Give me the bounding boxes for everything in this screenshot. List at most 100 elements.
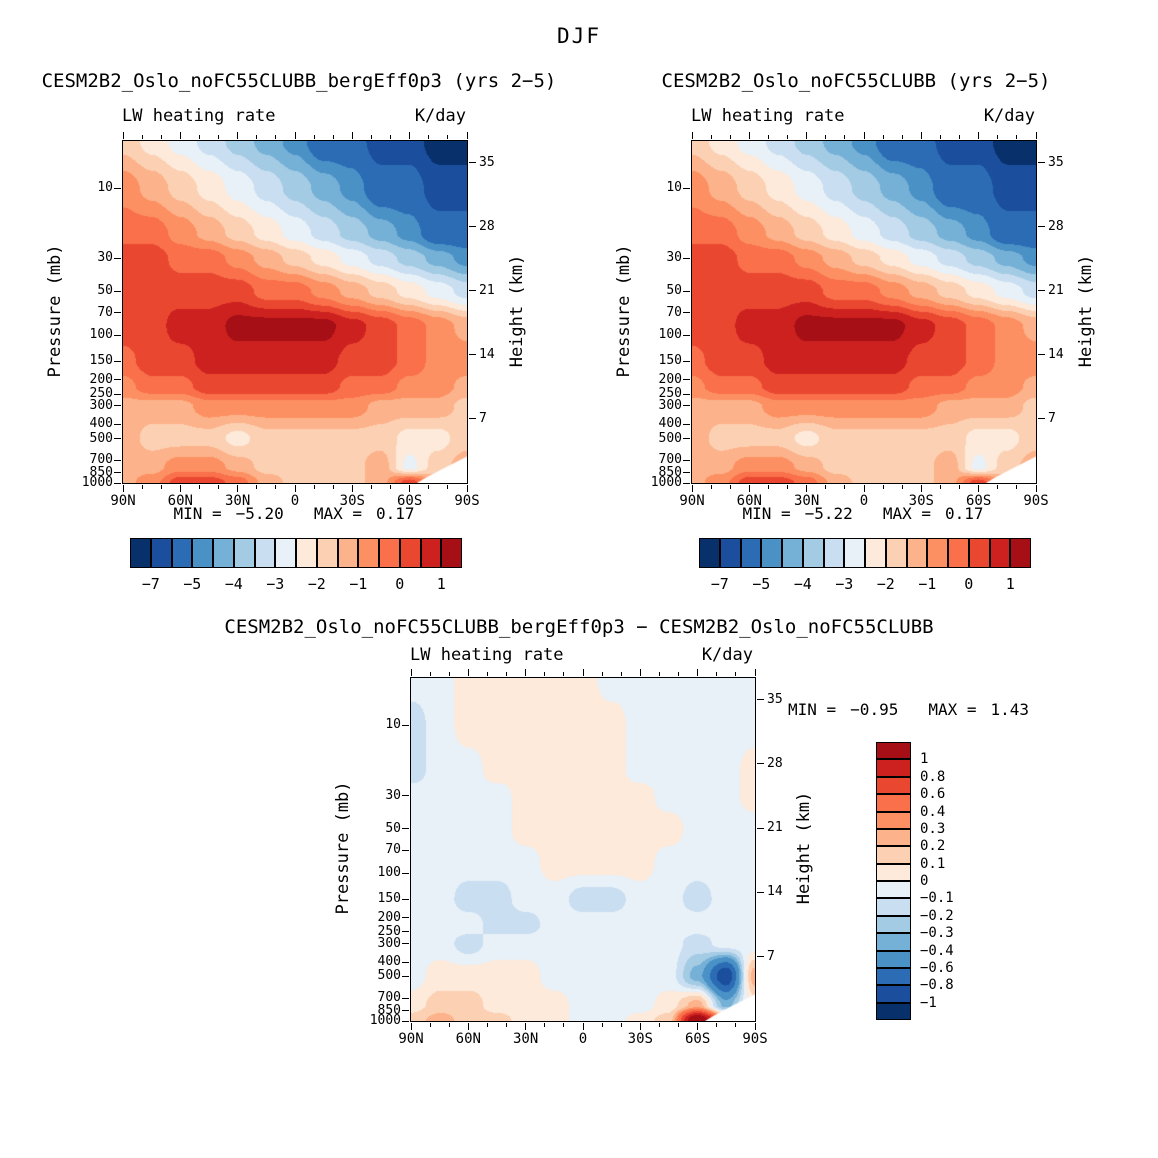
colorbar-tick-label: −1 xyxy=(349,575,368,593)
colorbar-box xyxy=(876,846,911,864)
colorbar-box xyxy=(876,863,911,881)
height-tick-label: 14 xyxy=(767,884,783,900)
pressure-tick-label: 100 xyxy=(89,327,113,343)
axis-tick xyxy=(294,132,296,139)
axis-tick xyxy=(402,975,409,977)
pressure-tick-label: 50 xyxy=(97,283,113,299)
panel-right-title: CESM2B2_Oslo_noFC55CLUBB (yrs 2−5) xyxy=(661,70,1051,92)
pressure-tick-label: 10 xyxy=(97,180,113,196)
axis-tick xyxy=(754,669,756,676)
axis-tick xyxy=(402,961,409,963)
axis-tick xyxy=(114,423,121,425)
colorbar-tick-label: −1 xyxy=(918,575,937,593)
colorbar-box xyxy=(906,538,928,568)
panel-diff-units-label: K/day xyxy=(701,645,753,665)
height-tick-label: 14 xyxy=(479,346,495,362)
axis-tick xyxy=(683,257,690,259)
axis-tick xyxy=(218,135,220,139)
axis-tick xyxy=(428,485,430,489)
axis-tick xyxy=(582,669,584,676)
colorbar-box xyxy=(782,538,803,568)
colorbar-box xyxy=(823,538,845,568)
axis-tick xyxy=(825,485,827,489)
axis-tick xyxy=(448,1023,450,1027)
x-tick-label: 90S xyxy=(454,493,480,509)
axis-tick xyxy=(1038,226,1045,228)
colorbar-box xyxy=(254,538,276,568)
axis-tick xyxy=(601,672,603,676)
axis-tick xyxy=(114,360,121,362)
axis-tick xyxy=(114,379,121,381)
axis-tick xyxy=(351,485,353,492)
panel-right-units-label: K/day xyxy=(983,106,1035,126)
colorbar-box xyxy=(192,538,213,568)
axis-tick xyxy=(710,135,712,139)
axis-tick xyxy=(198,485,200,489)
colorbar-box xyxy=(844,538,865,568)
axis-tick xyxy=(506,672,508,676)
axis-tick xyxy=(939,485,941,489)
axis-tick xyxy=(620,1023,622,1027)
axis-tick xyxy=(901,135,903,139)
axis-tick xyxy=(683,472,690,474)
contour-canvas-left xyxy=(123,141,467,483)
pressure-tick-label: 250 xyxy=(89,386,113,402)
max-label: MAX = xyxy=(313,504,362,523)
contour-canvas-diff xyxy=(411,678,755,1021)
axis-tick xyxy=(114,187,121,189)
pressure-tick-label: 1000 xyxy=(650,475,682,490)
axis-tick xyxy=(697,1023,699,1030)
axis-tick xyxy=(978,485,980,492)
pressure-tick-label: 400 xyxy=(377,954,401,970)
colorbar-box xyxy=(876,898,911,916)
axis-tick xyxy=(114,312,121,314)
colorbar-tick-label: −0.8 xyxy=(920,977,954,994)
colorbar-tick-label: −0.3 xyxy=(920,925,954,942)
height-tick-label: 21 xyxy=(767,820,783,836)
pressure-tick-label: 850 xyxy=(89,464,113,480)
axis-tick xyxy=(506,1023,508,1027)
axis-tick xyxy=(1038,162,1045,164)
colorbar-box xyxy=(876,967,911,986)
colorbar-box xyxy=(876,759,911,777)
axis-tick xyxy=(469,226,476,228)
axis-tick xyxy=(1038,290,1045,292)
axis-tick xyxy=(683,405,690,407)
axis-tick xyxy=(920,132,922,139)
x-tick-label: 0 xyxy=(578,1031,588,1047)
x-tick-label: 90S xyxy=(742,1031,768,1047)
axis-tick xyxy=(997,485,999,489)
colorbar-tick-label: 1 xyxy=(436,575,446,593)
axis-tick xyxy=(448,672,450,676)
height-tick-label: 7 xyxy=(767,948,775,964)
axis-tick xyxy=(735,672,737,676)
axis-tick xyxy=(237,485,239,492)
x-tick-label: 30S xyxy=(627,1031,653,1047)
axis-tick xyxy=(787,485,789,489)
x-tick-label: 30S xyxy=(339,493,365,509)
axis-tick xyxy=(1035,132,1037,139)
colorbar-tick-label: −5 xyxy=(752,575,771,593)
axis-tick xyxy=(275,485,277,489)
axis-tick xyxy=(1038,418,1045,420)
colorbar-box xyxy=(968,538,990,568)
panel-right-height-axis-title: Height (km) xyxy=(1076,254,1096,368)
axis-tick xyxy=(683,187,690,189)
colorbar-box xyxy=(876,950,911,968)
height-tick-label: 21 xyxy=(479,282,495,298)
axis-tick xyxy=(469,354,476,356)
colorbar-tick-label: −5 xyxy=(183,575,202,593)
axis-tick xyxy=(683,334,690,336)
height-tick-label: 35 xyxy=(767,691,783,707)
colorbar-box xyxy=(379,538,400,568)
x-tick-label: 60S xyxy=(685,1031,711,1047)
axis-tick xyxy=(467,1023,469,1030)
pressure-tick-label: 10 xyxy=(666,180,682,196)
axis-tick xyxy=(748,485,750,492)
max-value: 1.43 xyxy=(990,700,1030,719)
contour-plot-right: 90N 60N 30N 0 30S 60S 90S 10 30 50 70 100 150 200 250 3… xyxy=(651,132,1064,509)
min-value: −5.22 xyxy=(804,504,853,523)
axis-tick xyxy=(767,135,769,139)
x-tick-label: 0 xyxy=(290,493,300,509)
panel-right-pressure-axis-title: Pressure (mb) xyxy=(614,244,634,378)
